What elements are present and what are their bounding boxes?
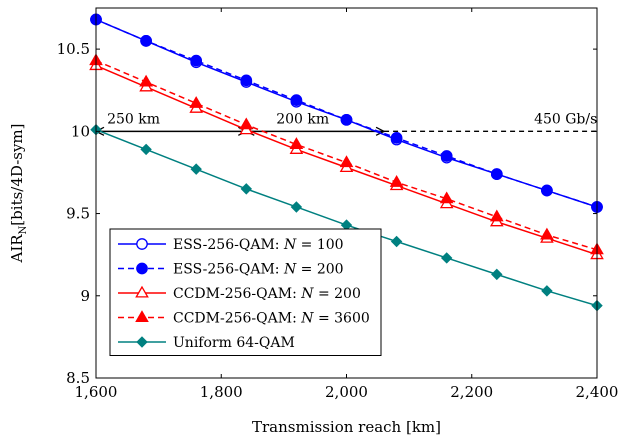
series-point-diamond xyxy=(390,235,403,248)
arrow-head xyxy=(375,126,386,136)
legend: ESS-256-QAM: N = 100 ESS-256-QAM: N = 200… xyxy=(109,228,382,356)
series-point-circle xyxy=(490,168,503,180)
series-point-diamond xyxy=(140,143,152,156)
x-tick-label: 2,200 xyxy=(450,383,493,401)
tick-layer: 1,600 1,800 2,000 2,200 2,400 8.5 9 9.5 10 10.5 xyxy=(57,8,619,401)
y-tick-label: 8.5 xyxy=(66,369,90,387)
legend-entry: ESS-256-QAM: N = 200 xyxy=(173,262,344,278)
series-point-triangle xyxy=(389,175,404,187)
series-point-circle xyxy=(136,262,148,275)
annotation-label: 200 km xyxy=(276,111,329,127)
series-point-circle xyxy=(440,150,453,162)
series-point-triangle xyxy=(135,285,149,298)
series-line xyxy=(96,18,597,208)
series-point-circle xyxy=(190,54,203,67)
series-point-triangle xyxy=(189,96,204,108)
legend-entry: CCDM-256-QAM: N = 200 xyxy=(173,286,361,302)
series-point-triangle xyxy=(339,155,354,168)
series-point-diamond xyxy=(136,336,148,348)
series-point-diamond xyxy=(190,163,202,175)
y-axis-label-unit: [bits/4D-sym] xyxy=(8,123,26,225)
series-point-triangle xyxy=(439,191,454,204)
y-axis-label-main: AIR xyxy=(8,234,26,264)
x-tick-label: 1,600 xyxy=(75,383,118,401)
x-axis-label: Transmission reach [km] xyxy=(252,418,441,436)
series-point-triangle xyxy=(540,227,554,240)
legend-entry: ESS-256-QAM: N = 100 xyxy=(173,237,344,253)
series-point-triangle xyxy=(289,137,304,150)
x-tick-label: 2,400 xyxy=(576,383,619,401)
y-tick-label: 10.5 xyxy=(57,40,90,58)
series-point-diamond xyxy=(240,183,253,195)
series-point-diamond xyxy=(541,285,553,297)
series-point-circle xyxy=(140,35,152,47)
x-tick-label: 2,000 xyxy=(325,383,368,401)
series-point-circle xyxy=(340,113,353,126)
y-tick-label: 9 xyxy=(80,287,90,305)
legend-entry: CCDM-256-QAM: N = 3600 xyxy=(173,311,370,327)
series-point-circle xyxy=(240,74,253,87)
series-point-diamond xyxy=(290,201,303,213)
series-point-triangle xyxy=(239,117,254,130)
series-point-diamond xyxy=(440,252,453,264)
legend-entry: Uniform 64-QAM xyxy=(173,335,295,351)
series-point-triangle xyxy=(489,209,504,222)
series-point-circle xyxy=(290,94,303,106)
y-tick-label: 9.5 xyxy=(66,205,90,223)
series-point-triangle xyxy=(139,74,153,87)
x-tick-label: 1,800 xyxy=(200,383,243,401)
y-axis-label-subscript: N xyxy=(18,225,29,234)
annotation-label: 250 km xyxy=(107,111,160,127)
series-point-triangle xyxy=(135,310,149,323)
annotation-label: 450 Gb/s xyxy=(534,111,597,127)
series-point-circle xyxy=(136,238,148,250)
series-point-circle xyxy=(541,184,553,197)
series-point-diamond xyxy=(491,268,503,281)
series-point-circle xyxy=(390,132,403,144)
y-tick-label: 10 xyxy=(71,122,90,140)
y-axis-label: AIRN[bits/4D-sym] xyxy=(8,123,29,263)
